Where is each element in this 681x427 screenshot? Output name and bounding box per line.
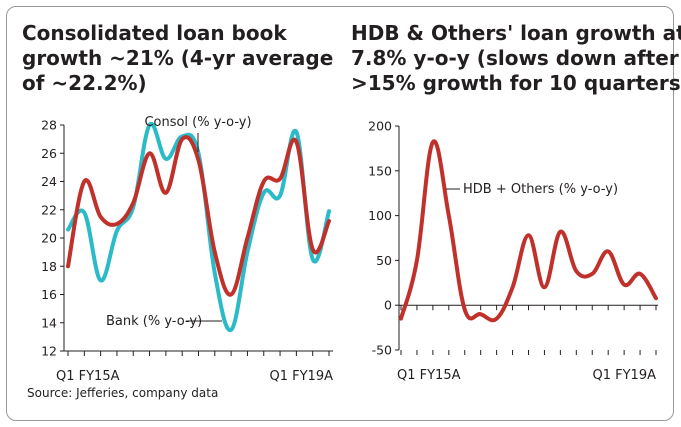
right-title-line: >15% growth for 10 quarters) xyxy=(351,71,681,95)
right-title-line: 7.8% y-o-y (slows down after xyxy=(351,46,679,70)
y-tick-label: 0 xyxy=(384,298,392,313)
x-tick-label: Q1 FY19A xyxy=(270,369,334,384)
consol-y-o-y-line xyxy=(66,135,331,297)
y-tick-label: 150 xyxy=(368,163,392,178)
y-tick-label: 100 xyxy=(368,208,392,223)
source-note: Source: Jefferies, company data xyxy=(27,386,219,400)
y-tick-label: 28 xyxy=(41,118,57,133)
left-title-line: Consolidated loan book xyxy=(22,21,287,45)
x-tick-label: Q1 FY19A xyxy=(593,368,657,383)
right-title-line: HDB & Others' loan growth at xyxy=(351,21,681,45)
y-tick-label: 50 xyxy=(376,253,392,268)
series-annotation-label: HDB + Others (% y-o-y) xyxy=(463,182,618,197)
x-tick-label: Q1 FY15A xyxy=(56,369,120,384)
hdb-others-y-o-y-line xyxy=(399,139,658,323)
x-tick-label: Q1 FY15A xyxy=(397,368,461,383)
left-title-line: growth ~21% (4-yr average xyxy=(22,46,334,70)
y-tick-label: -50 xyxy=(372,343,392,358)
y-tick-label: 16 xyxy=(41,287,57,302)
left-chart-title: Consolidated loan book growth ~21% (4-yr… xyxy=(22,21,333,96)
right-chart-title: HDB & Others' loan growth at 7.8% y-o-y … xyxy=(351,21,681,96)
left-title-line: of ~22.2%) xyxy=(22,71,147,95)
series-annotation-label: Bank (% y-o-y) xyxy=(106,314,202,329)
y-tick-label: 20 xyxy=(41,231,57,246)
left-loan-book-chart: 12 14 16 18 20 22 24 26 28 Q1 FY15A Q1 FY19A Consol… xyxy=(41,115,333,384)
y-tick-label: 24 xyxy=(41,174,57,189)
y-tick-label: 18 xyxy=(41,259,57,274)
y-tick-label: 12 xyxy=(41,344,57,359)
right-hdb-chart: -50 0 50 100 150 200 Q1 FY15A Q1 FY19A HDB + Oth… xyxy=(368,119,658,383)
y-tick-label: 200 xyxy=(368,119,392,134)
y-tick-label: 22 xyxy=(41,202,57,217)
series-annotation-label: Consol (% y-o-y) xyxy=(144,115,251,130)
y-tick-label: 14 xyxy=(41,315,57,330)
y-tick-label: 26 xyxy=(41,146,57,161)
